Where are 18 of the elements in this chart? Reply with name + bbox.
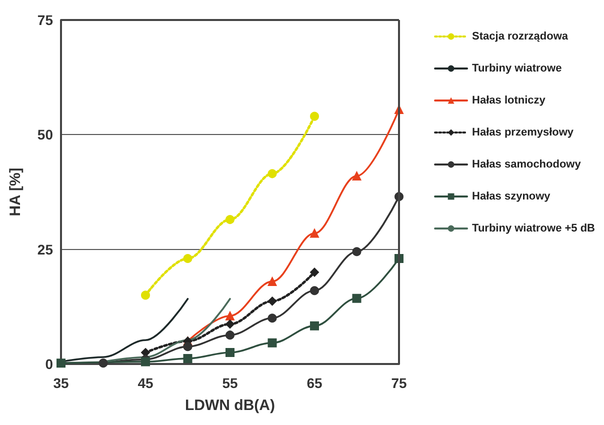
legend-label: Hałas lotniczy	[472, 94, 546, 106]
x-tick-label: 35	[53, 375, 69, 391]
y-tick-label: 0	[45, 356, 54, 372]
y-tick-label: 50	[37, 126, 54, 143]
x-tick-label: 55	[222, 375, 238, 391]
legend-label: Turbiny wiatrowe +5 dB	[472, 222, 596, 234]
legend-label: Stacja rozrządowa	[472, 30, 569, 42]
legend-label: Hałas szynowy	[472, 190, 552, 202]
y-tick-label: 25	[37, 241, 54, 258]
legend-label: Hałas przemysłowy	[472, 126, 574, 138]
x-tick-label: 75	[391, 375, 407, 391]
legend-label: Turbiny wiatrowe	[472, 62, 562, 74]
y-tick-label: 75	[37, 12, 54, 28]
legend-label: Hałas samochodowy	[472, 158, 582, 170]
x-axis-title: LDWN dB(A)	[185, 397, 275, 414]
x-tick-label: 45	[138, 375, 154, 391]
x-tick-label: 65	[306, 375, 322, 391]
y-axis-title: HA [%]	[7, 168, 24, 216]
